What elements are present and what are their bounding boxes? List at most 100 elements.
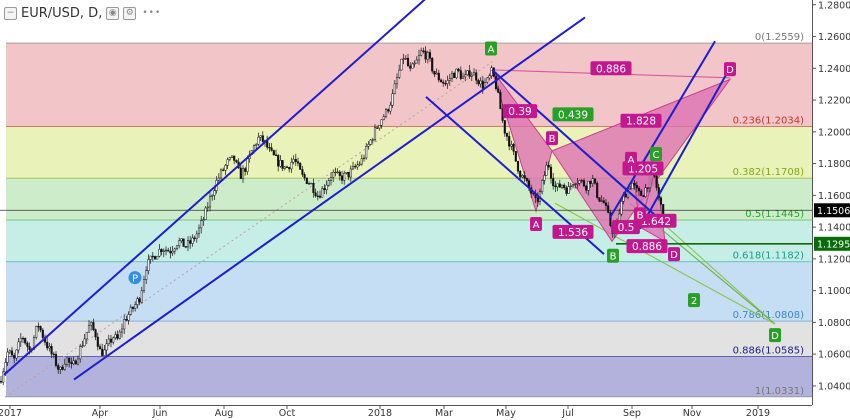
candle-body — [499, 92, 502, 110]
symbol-label: EUR/USD, D, — [21, 5, 103, 21]
x-tick-label: Apr — [92, 408, 109, 419]
candle-body — [466, 70, 469, 75]
candle-body — [160, 249, 163, 252]
x-tick-label: 2018 — [368, 408, 392, 419]
candle-body — [604, 202, 608, 206]
candle-body — [288, 167, 291, 170]
candle-body — [105, 343, 108, 351]
candle-body — [74, 360, 77, 365]
more-icon[interactable]: ••• — [142, 8, 162, 18]
candle-body — [259, 135, 262, 138]
candle-body — [329, 177, 333, 181]
candle-body — [585, 185, 588, 191]
x-tick-label: May — [496, 408, 516, 419]
candle-body — [125, 319, 128, 321]
y-tick-label: 1.2200 — [818, 96, 850, 107]
candle-body — [659, 197, 663, 205]
candle-body — [272, 150, 275, 156]
candle-body — [431, 58, 434, 72]
candle-body — [453, 72, 456, 78]
candle-body — [373, 127, 377, 140]
candle-body — [409, 65, 412, 69]
candle-body — [519, 170, 522, 178]
candle-body — [426, 52, 429, 60]
candle-body — [173, 248, 176, 252]
candle-body — [503, 120, 506, 134]
candle-body — [433, 70, 436, 75]
candle-body — [420, 50, 423, 56]
candle-body — [351, 166, 355, 170]
point-text: B — [637, 210, 644, 221]
candle-body — [340, 175, 344, 181]
candle-body — [318, 195, 322, 198]
point-text: D — [726, 65, 734, 76]
candle-body — [87, 324, 91, 333]
ratio-text: 1.536 — [558, 227, 588, 239]
fib-label: 0.886(1.0585) — [733, 346, 805, 357]
channel-down-b — [491, 69, 666, 225]
candle-body — [156, 256, 159, 260]
candle-body — [380, 119, 383, 126]
candle-body — [382, 116, 385, 121]
candle-body — [59, 366, 62, 370]
fib-label: 0.786(1.0808) — [733, 310, 805, 321]
candle-body — [195, 233, 198, 239]
y-tick-label: 1.0800 — [818, 318, 850, 329]
collapse-icon[interactable]: − — [4, 6, 17, 20]
candle-body — [497, 88, 500, 93]
candle-body — [76, 358, 80, 365]
candle-body — [578, 180, 581, 184]
candle-body — [63, 363, 66, 370]
candle-body — [90, 322, 93, 326]
candle-body — [246, 158, 249, 172]
candle-body — [620, 201, 623, 215]
candle-body — [591, 178, 594, 184]
candle-body — [552, 178, 555, 187]
candle-body — [523, 175, 526, 179]
pattern-point: 2 — [688, 293, 700, 308]
y-tick-label: 1.1000 — [818, 286, 850, 297]
candle-body — [512, 144, 515, 152]
candle-body — [384, 109, 388, 117]
candle-body — [307, 182, 311, 185]
candle-body — [134, 304, 137, 309]
candle-body — [35, 325, 38, 338]
candle-body — [39, 326, 42, 331]
candle-body — [461, 76, 465, 79]
point-text: P — [132, 274, 138, 285]
candle-body — [54, 354, 58, 366]
candle-body — [257, 136, 260, 145]
pattern-point: D — [668, 247, 680, 262]
settings-icon[interactable]: ⚙ — [123, 6, 137, 20]
candle-body — [281, 160, 284, 169]
candle-body — [417, 54, 421, 61]
candle-body — [367, 144, 370, 147]
candle-body — [646, 187, 649, 189]
candle-body — [4, 362, 7, 373]
candle-body — [624, 193, 627, 198]
candle-body — [358, 163, 361, 166]
candle-body — [321, 188, 324, 198]
x-tick-label: 2017 — [0, 408, 22, 419]
candle-body — [279, 160, 282, 167]
candle-body — [560, 184, 564, 188]
candle-body — [162, 250, 165, 252]
candle-body — [10, 350, 14, 356]
candle-body — [640, 190, 643, 196]
candle-body — [283, 166, 286, 169]
candle-body — [131, 306, 135, 309]
candle-body — [477, 79, 480, 85]
candle-body — [494, 76, 498, 90]
candle-body — [81, 345, 84, 347]
price-badge: 1.1506 — [814, 203, 850, 218]
candle-body — [140, 290, 143, 303]
chart-header: − EUR/USD, D, ◉ ⚙ ••• — [4, 4, 161, 22]
eye-icon[interactable]: ◉ — [106, 6, 120, 20]
candle-body — [556, 183, 559, 188]
candle-body — [655, 175, 658, 188]
ratio-text: 0.39 — [508, 106, 531, 118]
ratio-text: 0.439 — [558, 109, 588, 121]
point-text: B — [610, 252, 617, 263]
diagonal-green-3 — [554, 202, 776, 325]
